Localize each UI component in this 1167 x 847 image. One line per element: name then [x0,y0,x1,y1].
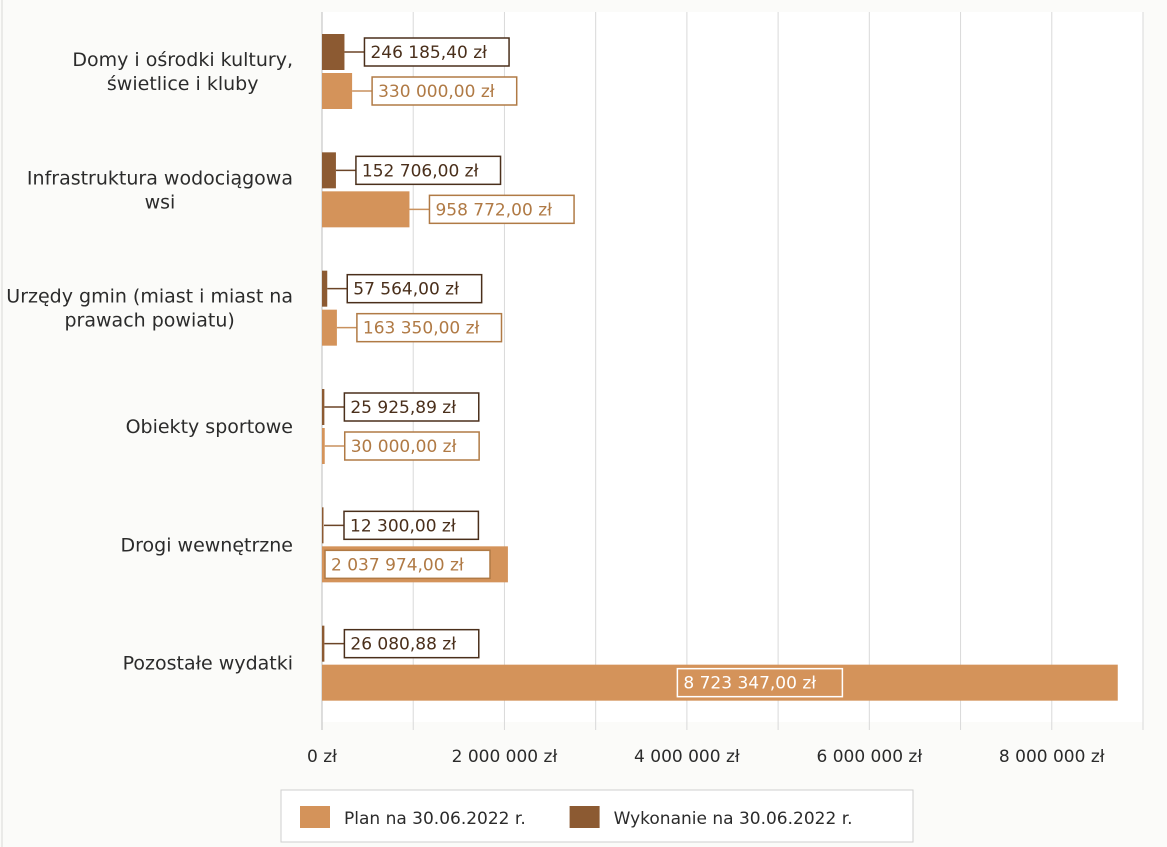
category-label-line: Pozostałe wydatki [123,653,293,675]
legend-label: Wykonanie na 30.06.2022 r. [614,809,853,829]
category-label-line: prawach powiatu) [65,310,235,332]
data-label-plan: 2 037 974,00 zł [324,549,491,580]
legend-swatch [569,806,600,828]
data-label-plan-box [371,76,518,106]
data-label-wykonanie: 26 080,88 zł [343,628,480,659]
legend-label: Plan na 30.06.2022 r. [344,809,526,829]
data-label-wykonanie-box [343,392,480,422]
legend: Plan na 30.06.2022 r. Wykonanie na 30.06.… [280,789,914,843]
data-label-wykonanie-text: 57 564,00 zł [353,280,459,300]
bar-wykonanie [322,389,325,425]
data-label-plan-text: 30 000,00 zł [351,437,457,457]
data-label-plan: 163 350,00 zł [356,312,503,343]
data-label-plan-text: 330 000,00 zł [378,82,495,102]
data-label-wykonanie-box [343,628,480,659]
category-label: Domy i ośrodki kultury, świetlice i kluby [72,49,293,95]
x-tick-label: 6 000 000 zł [816,747,922,767]
data-label-wykonanie-text: 26 080,88 zł [350,635,456,655]
data-label-plan-box [324,549,491,580]
category-label: Infrastruktura wodociągowa wsi [27,167,293,213]
plot-area [322,12,1143,722]
bar-plan [322,73,353,109]
data-label-wykonanie: 57 564,00 zł [346,273,483,304]
data-label-plan-box [676,667,844,698]
data-label-wykonanie-text: 246 185,40 zł [370,43,487,63]
x-tick-label: 4 000 000 zł [634,747,740,767]
bar-plan [322,428,325,464]
data-label-plan: 958 772,00 zł [428,194,575,225]
data-label-plan-text: 958 772,00 zł [435,200,552,220]
data-label-wykonanie: 12 300,00 zł [343,510,480,541]
data-label-plan: 30 000,00 zł [343,431,480,461]
data-label-wykonanie-box [346,273,483,304]
data-label-wykonanie-text: 25 925,89 zł [350,398,456,418]
bar-wykonanie [322,507,324,544]
x-tick-label: 2 000 000 zł [452,747,558,767]
x-tick-label: 8 000 000 zł [999,747,1105,767]
data-label-wykonanie: 246 185,40 zł [363,37,510,67]
data-label-plan: 8 723 347,00 zł [676,667,844,698]
category-label-line: świetlice i kluby [107,73,259,95]
bar-wykonanie [322,625,325,662]
data-label-plan-box [343,431,480,461]
data-label-wykonanie: 25 925,89 zł [343,392,480,422]
data-label-plan: 330 000,00 zł [371,76,518,106]
bar-plan [322,191,410,228]
category-label-line: Urzędy gmin (miast i miast na [6,286,293,308]
category-label-line: Infrastruktura wodociągowa [27,167,293,189]
data-label-plan-text: 163 350,00 zł [363,319,480,339]
bar-wykonanie [322,34,345,70]
data-label-wykonanie: 152 706,00 zł [355,155,502,186]
category-label: Urzędy gmin (miast i miast na prawach pow… [6,286,293,332]
category-label: Drogi wewnętrzne [121,534,294,556]
bar-wykonanie [322,270,328,307]
category-label-line: Drogi wewnętrzne [121,534,294,556]
data-label-wykonanie-text: 152 706,00 zł [362,161,479,181]
data-label-plan-text: 8 723 347,00 zł [683,674,816,694]
bar-wykonanie [322,152,336,189]
data-label-plan-box [356,312,503,343]
data-label-wykonanie-box [363,37,510,67]
category-label: Pozostałe wydatki [123,653,293,675]
category-label-line: Obiekty sportowe [126,416,293,438]
category-label: Obiekty sportowe [126,416,293,438]
x-tick-label: 0 zł [307,747,337,767]
data-label-wykonanie-box [355,155,502,186]
bar-plan [322,309,337,346]
category-label-line: wsi [145,191,176,213]
data-label-plan-box [428,194,575,225]
category-label-line: Domy i ośrodki kultury, [72,49,293,71]
legend-swatch [300,806,330,828]
data-label-wykonanie-text: 12 300,00 zł [350,516,456,536]
data-label-wykonanie-box [343,510,480,541]
data-label-plan-text: 2 037 974,00 zł [331,555,464,575]
